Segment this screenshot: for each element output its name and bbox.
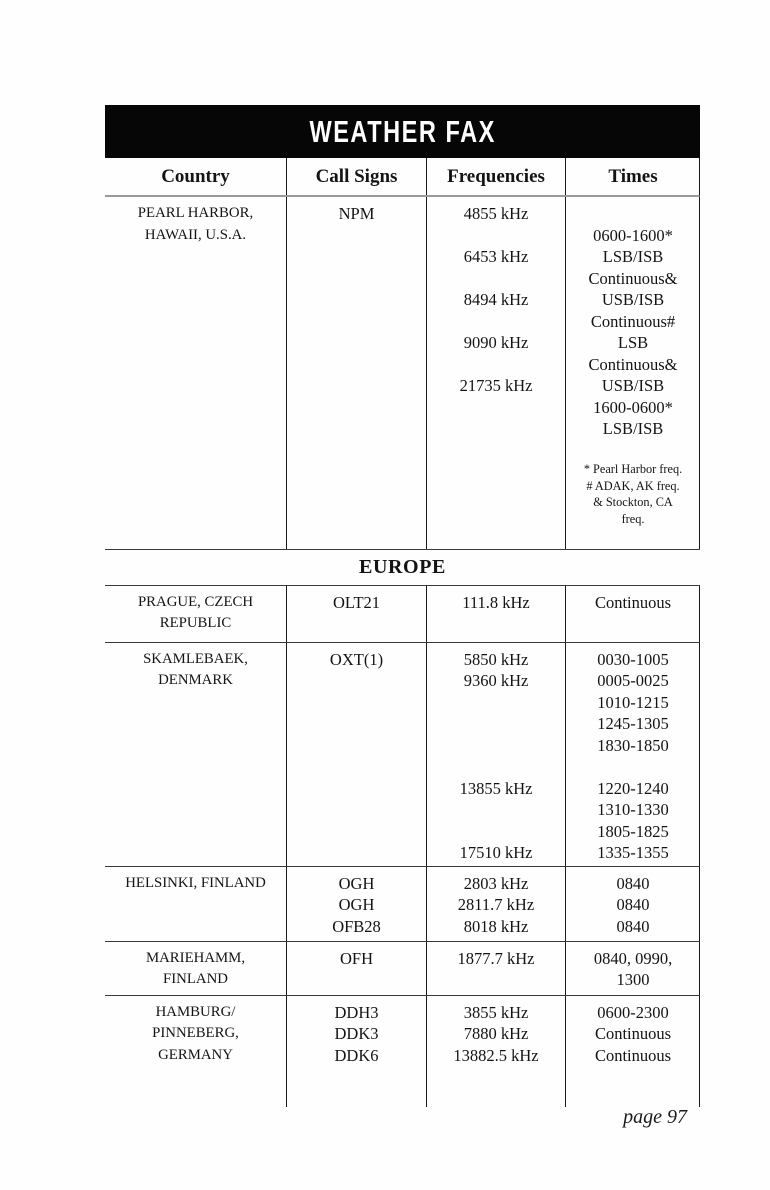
column-header-times: Times (565, 158, 700, 195)
call-signs-cell: OXT(1) (286, 642, 426, 866)
page-number: page 97 (623, 1106, 687, 1128)
frequencies-cell: 111.8 kHz (426, 585, 565, 642)
call-signs-cell: OLT21 (286, 585, 426, 642)
times-cell: Continuous (565, 585, 700, 642)
call-signs-cell: OFH (286, 941, 426, 995)
table-header-row: Country Call Signs Frequencies Times (105, 158, 700, 197)
country-cell: PRAGUE, CZECH REPUBLIC (137, 593, 254, 632)
table-row-mariehamm: MARIEHAMM, FINLAND OFH 1877.7 kHz 0840, … (105, 940, 700, 995)
country-cell: HAMBURG/ PINNEBERG, GERMANY (152, 1003, 239, 1063)
times-cell: 0600-2300 Continuous Continuous (565, 995, 700, 1107)
times-cell: 0600-1600* LSB/ISB Continuous& USB/ISB C… (565, 197, 700, 549)
frequencies-cell: 3855 kHz 7880 kHz 13882.5 kHz (426, 995, 565, 1107)
table-row-helsinki: HELSINKI, FINLAND OGH OGH OFB28 2803 kHz… (105, 865, 700, 941)
times-cell: 0840, 0990, 1300 (565, 941, 700, 995)
table-row-pearl-harbor: PEARL HARBOR, HAWAII, U.S.A. NPM 4855 kH… (105, 197, 700, 549)
section-header-europe: EUROPE (105, 548, 700, 586)
country-cell: HELSINKI, FINLAND (125, 874, 266, 891)
table-row-skamlebaek: SKAMLEBAEK, DENMARK OXT(1) 5850 kHz 9360… (105, 641, 700, 866)
times-values: 0600-1600* LSB/ISB Continuous& USB/ISB C… (588, 225, 678, 439)
column-header-frequencies: Frequencies (426, 158, 565, 195)
table-row-hamburg: HAMBURG/ PINNEBERG, GERMANY DDH3 DDK3 DD… (105, 994, 700, 1107)
column-header-call-signs: Call Signs (286, 158, 426, 195)
frequencies-cell: 1877.7 kHz (426, 941, 565, 995)
call-signs-cell: DDH3 DDK3 DDK6 (286, 995, 426, 1107)
frequencies-cell: 2803 kHz 2811.7 kHz 8018 kHz (426, 866, 565, 941)
column-header-country: Country (161, 166, 230, 187)
call-signs-cell: OGH OGH OFB28 (286, 866, 426, 941)
times-cell: 0030-1005 0005-0025 1010-1215 1245-1305 … (565, 642, 700, 866)
times-footnotes: * Pearl Harbor freq. # ADAK, AK freq. & … (583, 462, 683, 526)
frequencies-cell: 5850 kHz 9360 kHz 13855 kHz 17510 kHz (426, 642, 565, 866)
table-title-banner: WEATHER FAX (105, 105, 700, 158)
table-title: WEATHER FAX (309, 113, 496, 149)
country-cell: SKAMLEBAEK, DENMARK (143, 650, 248, 689)
country-cell: MARIEHAMM, FINLAND (145, 949, 246, 988)
frequencies-cell: 4855 kHz 6453 kHz 8494 kHz 9090 kHz 2173… (426, 197, 565, 549)
country-cell: PEARL HARBOR, HAWAII, U.S.A. (137, 205, 254, 243)
table-row-prague: PRAGUE, CZECH REPUBLIC OLT21 111.8 kHz C… (105, 585, 700, 642)
call-signs-cell: NPM (286, 197, 426, 549)
times-cell: 0840 0840 0840 (565, 866, 700, 941)
weather-fax-table: WEATHER FAX Country Call Signs Frequenci… (105, 105, 700, 1107)
